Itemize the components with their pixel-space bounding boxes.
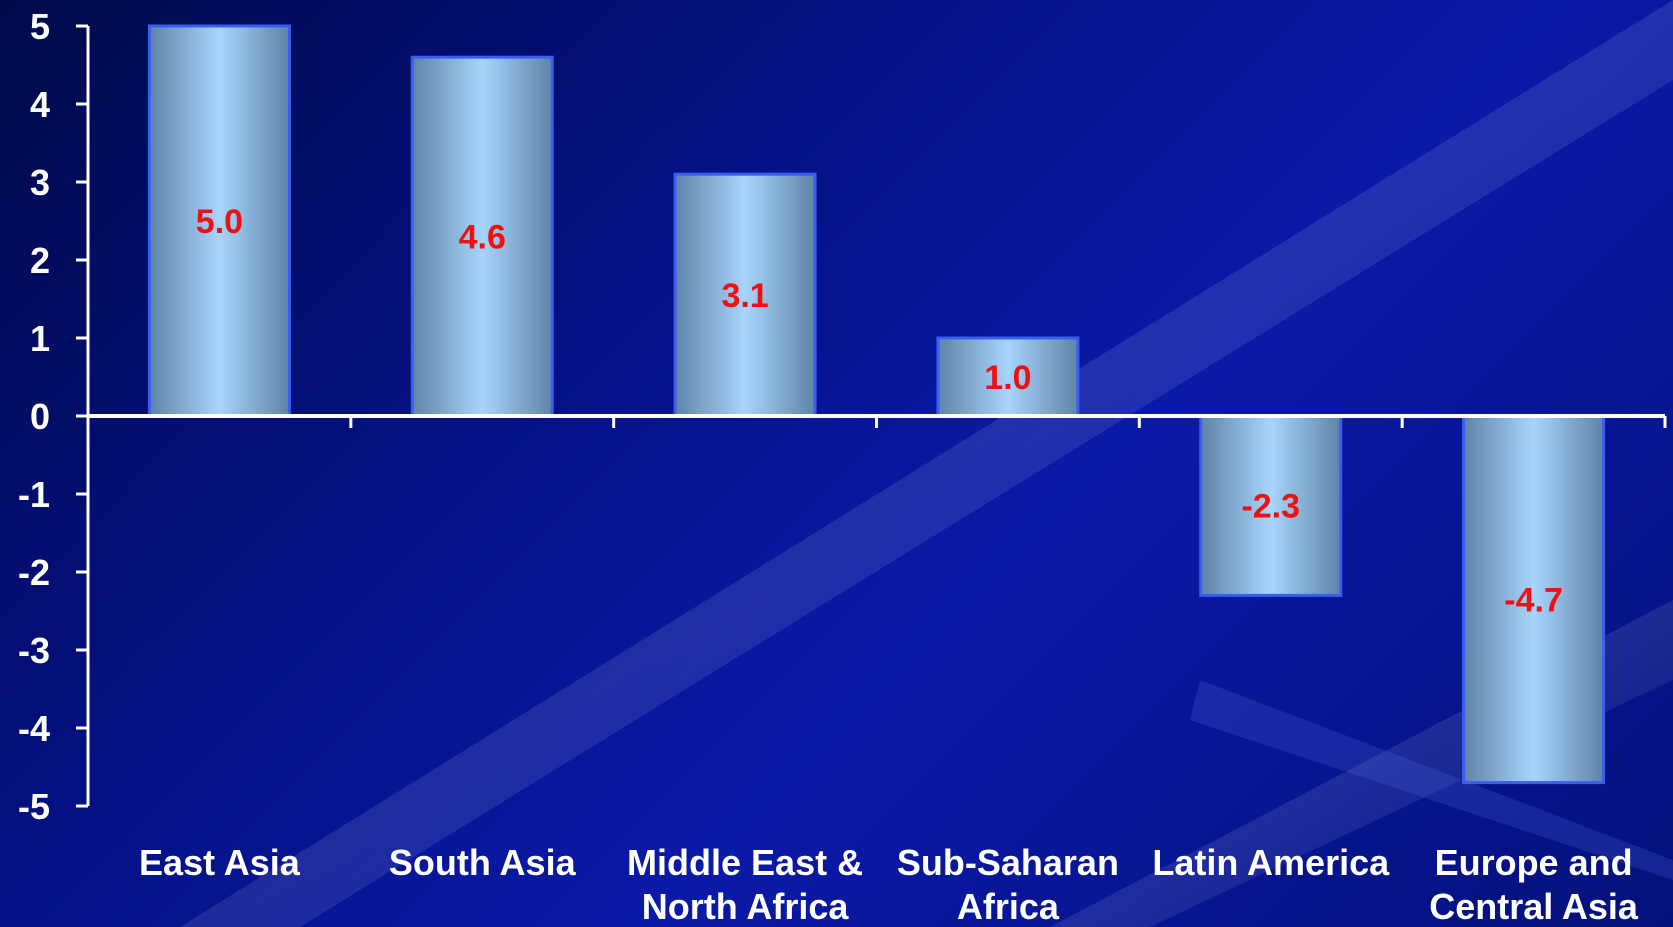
bar-4 xyxy=(1199,414,1343,597)
category-label-4: Latin America xyxy=(1152,842,1390,883)
y-tick-label-1: 4 xyxy=(30,84,50,125)
data-label-4: -2.3 xyxy=(1241,488,1300,526)
y-tick-label-0: 5 xyxy=(30,6,50,47)
y-tick-label-3: 2 xyxy=(30,240,50,281)
y-tick-label-5: 0 xyxy=(30,396,50,437)
bars-group xyxy=(147,24,1606,785)
bar-1 xyxy=(410,55,554,418)
y-tick-label-7: -2 xyxy=(18,552,50,593)
data-label-3: 1.0 xyxy=(984,359,1031,397)
data-label-2: 3.1 xyxy=(721,277,768,315)
y-tick-label-10: -5 xyxy=(18,786,50,827)
labels-group: 5.0 4.6 3.1 1.0 -2.3 -4.7 5 4 3 2 1 0 -1 -2 -3 -4 -5 East… xyxy=(18,6,1639,927)
axes-group xyxy=(76,24,1667,808)
category-label-1: South Asia xyxy=(389,842,577,883)
data-label-5: -4.7 xyxy=(1504,581,1563,619)
background-streaks xyxy=(180,0,1673,927)
data-label-1: 4.6 xyxy=(459,219,506,257)
category-label-5: Europe and Central Asia xyxy=(1429,842,1639,927)
y-tick-label-8: -3 xyxy=(18,630,50,671)
data-label-0: 5.0 xyxy=(196,203,243,241)
y-tick-label-9: -4 xyxy=(18,708,50,749)
y-tick-label-6: -1 xyxy=(18,474,50,515)
category-label-2: Middle East & North Africa xyxy=(627,842,863,927)
y-tick-label-4: 1 xyxy=(30,318,50,359)
bar-5 xyxy=(1462,414,1606,785)
y-tick-label-2: 3 xyxy=(30,162,50,203)
category-label-0: East Asia xyxy=(139,842,301,883)
category-label-3: Sub-Saharan Africa xyxy=(897,842,1119,927)
bar-2 xyxy=(673,172,817,418)
bar-0 xyxy=(147,24,291,418)
